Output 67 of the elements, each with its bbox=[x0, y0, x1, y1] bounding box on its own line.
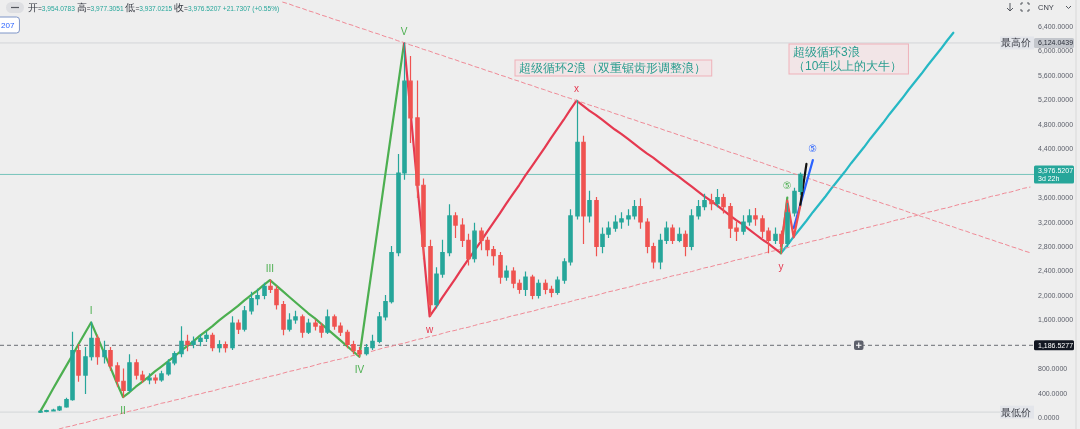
candlestick bbox=[581, 135, 586, 245]
line-series bbox=[402, 42, 782, 318]
annotation: y bbox=[778, 260, 784, 272]
candlestick bbox=[453, 212, 458, 238]
candlestick bbox=[594, 196, 599, 257]
ref-line-label: 最高价 bbox=[1001, 37, 1031, 49]
candlestick bbox=[191, 336, 196, 349]
candlestick bbox=[523, 271, 528, 297]
candlestick bbox=[210, 332, 215, 352]
candlestick bbox=[262, 282, 267, 300]
candlestick bbox=[472, 222, 477, 263]
candlestick bbox=[447, 204, 452, 257]
candlestick bbox=[530, 274, 535, 300]
text: 207 bbox=[1, 20, 15, 30]
candlestick bbox=[721, 193, 726, 214]
candlestick bbox=[306, 318, 311, 335]
annotation: I bbox=[89, 304, 93, 316]
candlestick bbox=[408, 56, 413, 143]
candlestick bbox=[102, 340, 107, 364]
annotation: III bbox=[265, 262, 275, 274]
annotation: x bbox=[574, 83, 580, 95]
candlestick bbox=[236, 319, 241, 335]
candlestick bbox=[773, 227, 778, 245]
candlestick bbox=[670, 224, 675, 245]
line-series bbox=[779, 31, 955, 255]
candlestick bbox=[709, 193, 714, 211]
candlestick bbox=[217, 340, 222, 353]
candlestick bbox=[95, 334, 100, 365]
candlestick bbox=[281, 301, 286, 336]
annotation: V bbox=[400, 25, 408, 37]
candlestick bbox=[147, 373, 152, 385]
ref-line-label: 最低价 bbox=[1001, 406, 1031, 418]
candlestick bbox=[300, 314, 305, 338]
candlestick bbox=[555, 276, 560, 295]
candlestick bbox=[428, 239, 433, 317]
annotation: 超级循环3浪 bbox=[793, 45, 860, 59]
candlestick bbox=[159, 370, 164, 382]
candlestick bbox=[76, 343, 81, 382]
annotation: ⑤ bbox=[782, 180, 792, 192]
annotation: II bbox=[120, 404, 126, 416]
candlestick bbox=[677, 227, 682, 243]
candlestick bbox=[153, 374, 158, 384]
candlestick bbox=[638, 198, 643, 229]
candlestick bbox=[504, 265, 509, 281]
candlestick bbox=[179, 326, 184, 358]
annotation: w bbox=[425, 323, 434, 335]
annotation: （10年以上的大牛） bbox=[793, 59, 903, 73]
candlestick bbox=[230, 316, 235, 350]
candlestick bbox=[715, 188, 720, 208]
annotation: 超级循环2浪（双重锯齿形调整浪） bbox=[519, 61, 706, 75]
candlestick bbox=[536, 279, 541, 299]
candlestick bbox=[683, 230, 688, 257]
candlestick bbox=[587, 190, 592, 223]
candlestick bbox=[325, 309, 330, 335]
annotation: ⑤ bbox=[808, 142, 818, 154]
candlestick bbox=[575, 100, 580, 220]
annotation: IV bbox=[354, 364, 365, 376]
candlestick bbox=[127, 354, 132, 393]
candlestick bbox=[689, 209, 694, 251]
candlestick bbox=[185, 334, 190, 352]
candlestick bbox=[242, 305, 247, 332]
candlestick bbox=[223, 341, 228, 353]
candlestick bbox=[108, 346, 113, 371]
candlestick bbox=[753, 207, 758, 226]
line-series bbox=[792, 159, 814, 230]
candlestick bbox=[785, 203, 790, 248]
candlestick bbox=[498, 252, 503, 284]
